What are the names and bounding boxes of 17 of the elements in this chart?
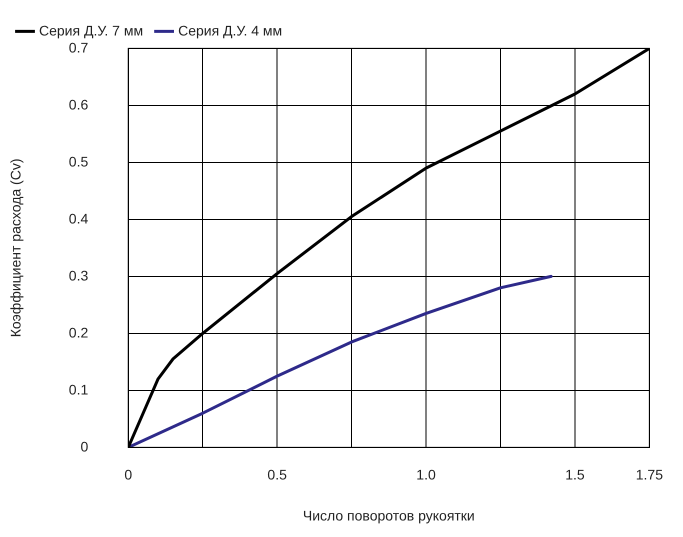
x-tick-label: 1.0 [416, 466, 436, 483]
x-tick-label: 1.5 [565, 466, 585, 483]
x-tick-label: 0.5 [267, 466, 288, 483]
y-tick-label: 0.3 [68, 267, 88, 284]
x-tick-label: 0 [124, 466, 132, 483]
x-tick-label: 1.75 [636, 466, 664, 483]
y-tick-label: 0.2 [68, 324, 88, 340]
x-axis-title: Число поворотов рукоятки [302, 507, 475, 524]
y-tick-label: 0 [80, 438, 88, 454]
y-axis-title: Коэффициент расхода (Cv) [7, 158, 24, 338]
y-tick-label: 0.1 [68, 381, 88, 398]
legend-label: Серия Д.У. 4 мм [178, 22, 282, 38]
y-tick-label: 0.6 [68, 96, 88, 112]
legend-label: Серия Д.У. 7 мм [39, 22, 144, 38]
y-tick-label: 0.7 [68, 39, 88, 56]
y-tick-label: 0.4 [68, 210, 88, 226]
y-tick-label: 0.5 [68, 153, 88, 170]
